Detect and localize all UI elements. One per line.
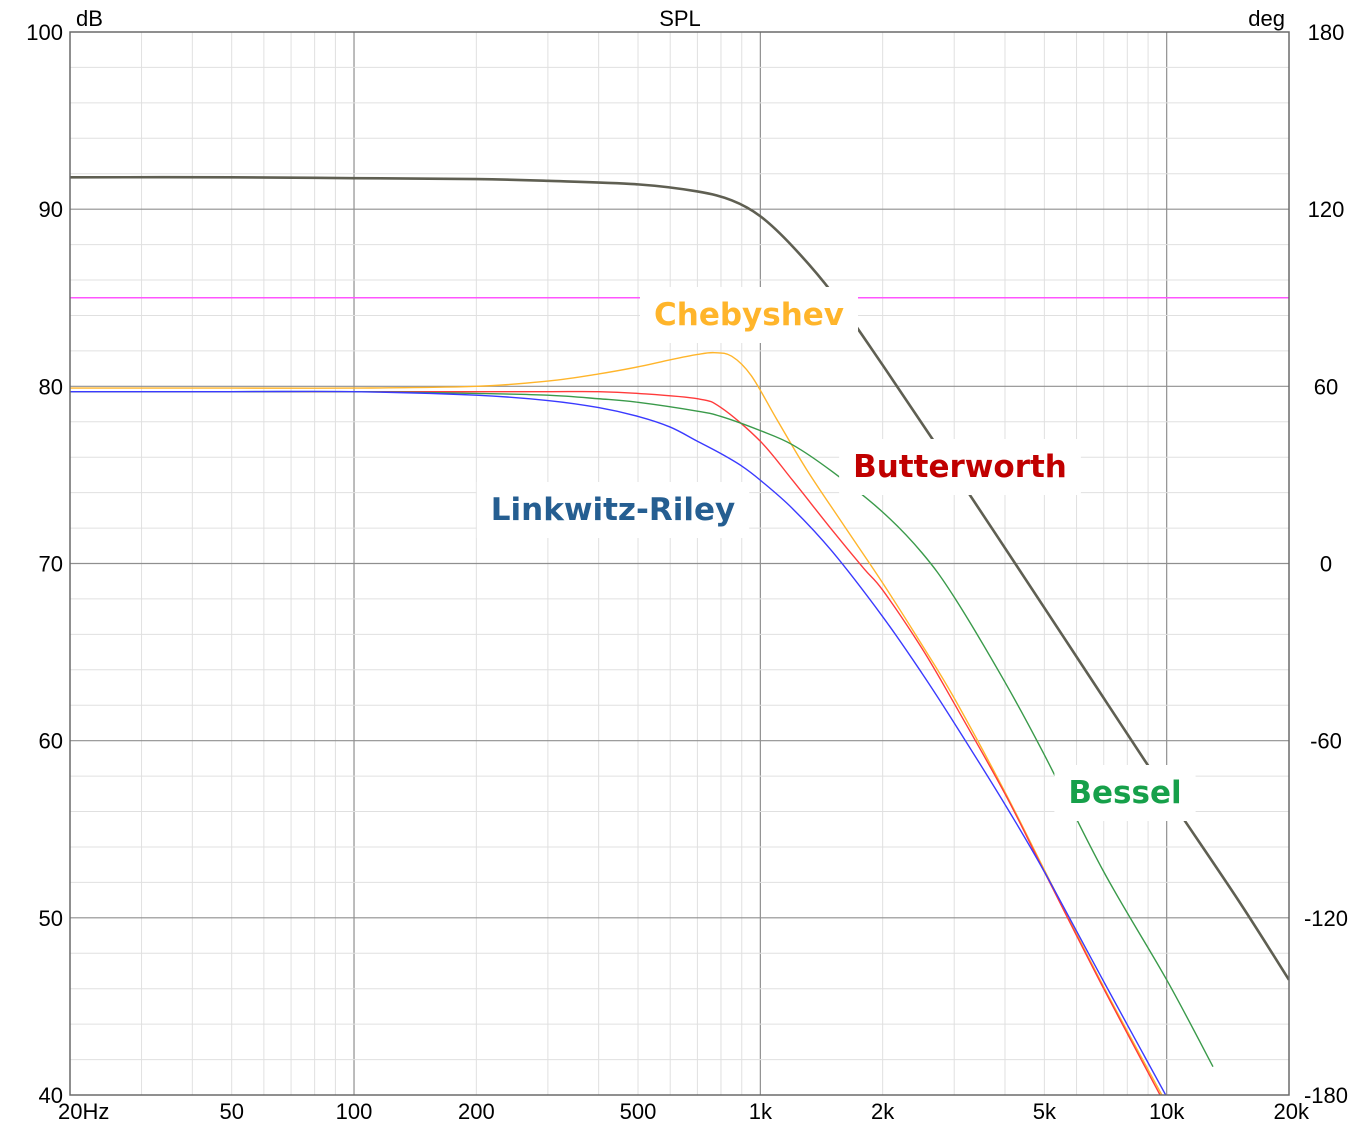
label-text: Butterworth [853,449,1067,485]
label-text: Bessel [1068,775,1181,811]
x-tick-label: 2k [871,1099,895,1124]
y2-axis-unit: deg [1248,6,1285,31]
plot-frame [69,31,1290,1096]
y2-tick-label: -180 [1304,1083,1348,1108]
series-line-chebyshev [70,351,1163,1095]
y2-tick-label: 0 [1320,552,1332,577]
series-label-bessel: Bessel [1054,765,1196,821]
series-labels: Chebyshev Butterworth Linkwitz-Riley Bessel [476,287,1196,821]
x-tick-label: 50 [219,1099,243,1124]
y-tick-label: 50 [39,906,63,931]
x-tick-label: 1k [749,1099,773,1124]
series-line-linkwitz-riley [70,390,1167,1095]
label-background [476,482,750,538]
y-tick-label: 80 [39,374,63,399]
y-axis-unit: dB [76,6,103,31]
x-tick-label: 500 [620,1099,657,1124]
y2-tick-label: 120 [1308,197,1345,222]
x-tick-label: 5k [1033,1099,1057,1124]
label-text: Linkwitz-Riley [491,492,735,528]
y2-tick-label: 60 [1314,374,1338,399]
y2-tick-label: -60 [1310,729,1342,754]
y-tick-label: 100 [26,20,63,45]
x-tick-label: 10k [1149,1099,1185,1124]
x-tick-label: 100 [336,1099,373,1124]
chart-title: SPL [659,6,701,31]
x-tick-label: 200 [458,1099,495,1124]
label-background [640,287,858,343]
x-tick-label: 20k [1274,1099,1310,1124]
y-tick-label: 90 [39,197,63,222]
series-label-butterworth: Butterworth [839,439,1081,495]
x-tick-label: 20Hz [58,1099,109,1124]
series-label-linkwitz-riley: Linkwitz-Riley [476,482,750,538]
y-tick-label: 40 [39,1083,63,1108]
label-background [1054,765,1196,821]
series-label-chebyshev: Chebyshev [640,287,858,343]
y-tick-label: 70 [39,552,63,577]
axes: 20Hz 50 100 200 500 1k 2k 5k 10k 20k1009080706050… [26,6,1348,1124]
label-background [839,439,1081,495]
y2-tick-label: -120 [1304,906,1348,931]
series-line-response-0 [70,175,1289,981]
series-line-butterworth [70,390,1161,1095]
y2-tick-label: 180 [1308,20,1345,45]
label-text: Chebyshev [654,297,844,333]
y-tick-label: 60 [39,729,63,754]
